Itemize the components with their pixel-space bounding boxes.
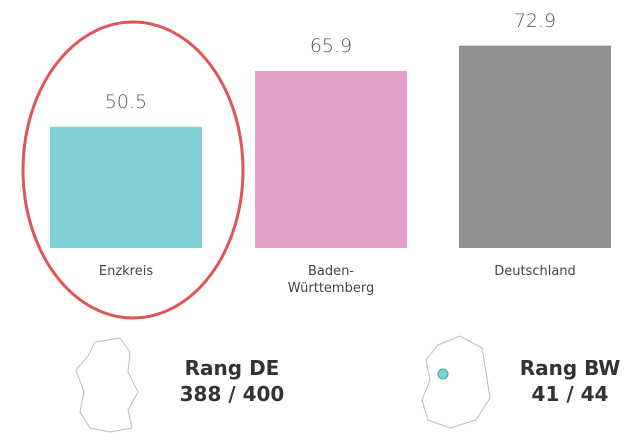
rank-bw-title: Rang BW — [519, 356, 621, 380]
value-label: 72.9 — [513, 9, 557, 32]
bar — [50, 126, 202, 248]
value-label: 65.9 — [309, 35, 353, 58]
rank-de-title: Rang DE — [184, 356, 280, 380]
highlight-ring — [21, 20, 245, 320]
bw-map — [421, 335, 491, 429]
germany-map — [75, 337, 139, 433]
bar — [459, 45, 611, 248]
category-label: Enzkreis — [98, 264, 154, 279]
rank-de-value: 388 / 400 — [179, 382, 285, 406]
value-label: 50.5 — [104, 90, 148, 113]
category-label: Baden- Württemberg — [287, 264, 375, 296]
enzkreis-marker — [437, 368, 449, 380]
category-label: Deutschland — [494, 264, 576, 279]
bar — [255, 71, 407, 249]
rank-bw-value: 41 / 44 — [531, 382, 609, 406]
